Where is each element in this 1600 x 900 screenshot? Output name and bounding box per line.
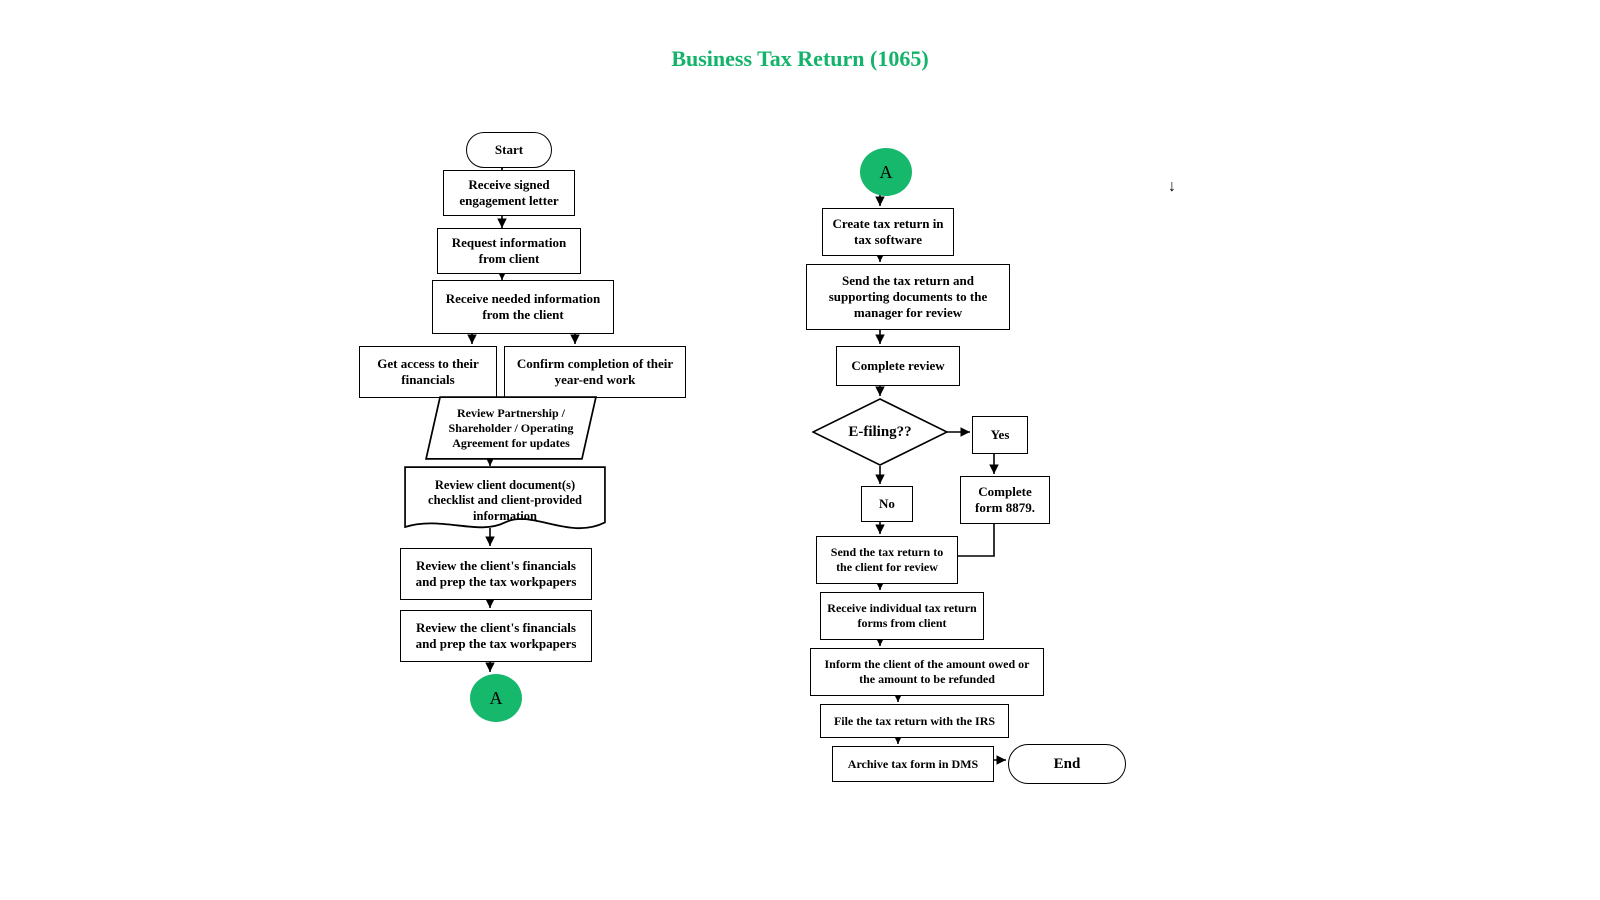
- node-file-irs: File the tax return with the IRS: [820, 704, 1009, 738]
- down-arrow-icon: ↓: [1168, 178, 1176, 196]
- node-label: Review Partnership / Shareholder / Opera…: [449, 406, 574, 450]
- node-send-manager: Send the tax return and supporting docum…: [806, 264, 1010, 330]
- node-review-agreement: Review Partnership / Shareholder / Opera…: [425, 396, 597, 460]
- node-label: Receive signed engagement letter: [450, 177, 568, 210]
- node-label: Receive individual tax return forms from…: [827, 601, 977, 631]
- decision-efiling: E-filing??: [812, 398, 948, 466]
- node-label: Create tax return in tax software: [829, 216, 947, 249]
- node-label: Get access to their financials: [366, 356, 490, 389]
- node-label: A: [490, 687, 503, 710]
- node-label: No: [879, 496, 895, 512]
- flow-edges: [0, 0, 1600, 900]
- page-title: Business Tax Return (1065): [0, 46, 1600, 72]
- node-confirm-yearend: Confirm completion of their year-end wor…: [504, 346, 686, 398]
- node-label: Request information from client: [444, 235, 574, 268]
- node-end: End: [1008, 744, 1126, 784]
- node-label: Review client document(s) checklist and …: [428, 478, 582, 523]
- node-label: Send the tax return and supporting docum…: [813, 273, 1003, 322]
- node-yes: Yes: [972, 416, 1028, 454]
- node-label: Review the client's financials and prep …: [407, 620, 585, 653]
- node-label: Send the tax return to the client for re…: [823, 545, 951, 575]
- node-label: End: [1054, 755, 1081, 774]
- node-label: Yes: [991, 427, 1010, 443]
- node-label: E-filing??: [848, 424, 911, 441]
- connector-a-out: A: [470, 674, 522, 722]
- node-label: Confirm completion of their year-end wor…: [511, 356, 679, 389]
- node-receive-engagement: Receive signed engagement letter: [443, 170, 575, 216]
- node-label: Receive needed information from the clie…: [439, 291, 607, 324]
- node-inform-amount: Inform the client of the amount owed or …: [810, 648, 1044, 696]
- node-get-financials: Get access to their financials: [359, 346, 497, 398]
- node-label: Complete form 8879.: [967, 484, 1043, 517]
- node-create-return: Create tax return in tax software: [822, 208, 954, 256]
- node-complete-review: Complete review: [836, 346, 960, 386]
- node-receive-info: Receive needed information from the clie…: [432, 280, 614, 334]
- flowchart-canvas: Business Tax Return (1065): [0, 0, 1600, 900]
- node-archive-dms: Archive tax form in DMS: [832, 746, 994, 782]
- node-label: Complete review: [851, 358, 944, 374]
- node-label: File the tax return with the IRS: [834, 714, 995, 729]
- node-label: Start: [495, 142, 523, 158]
- node-label: Inform the client of the amount owed or …: [817, 657, 1037, 687]
- node-label: Review the client's financials and prep …: [407, 558, 585, 591]
- node-start: Start: [466, 132, 552, 168]
- node-review-checklist: Review client document(s) checklist and …: [404, 466, 606, 536]
- node-request-info: Request information from client: [437, 228, 581, 274]
- node-prep-workpapers-2: Review the client's financials and prep …: [400, 610, 592, 662]
- node-prep-workpapers-1: Review the client's financials and prep …: [400, 548, 592, 600]
- node-receive-client-forms: Receive individual tax return forms from…: [820, 592, 984, 640]
- node-no: No: [861, 486, 913, 522]
- node-label: A: [880, 161, 893, 184]
- node-label: Archive tax form in DMS: [848, 757, 978, 772]
- node-form-8879: Complete form 8879.: [960, 476, 1050, 524]
- node-send-client: Send the tax return to the client for re…: [816, 536, 958, 584]
- connector-a-in: A: [860, 148, 912, 196]
